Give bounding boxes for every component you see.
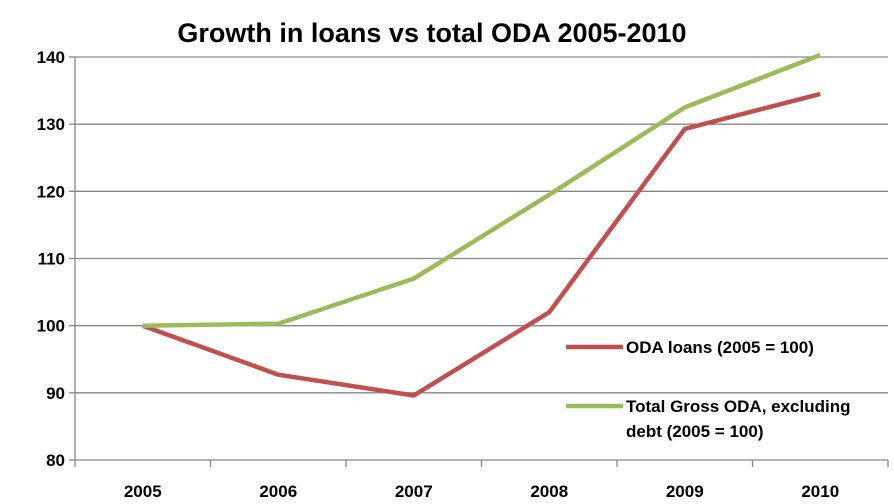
y-tick-label-110: 110 <box>38 250 65 269</box>
series-lines <box>142 52 822 398</box>
y-axis-ticks: 80 90 100 110 120 130 140 <box>37 48 75 470</box>
legend: ODA loans (2005 = 100) Total Gross ODA, e… <box>566 338 851 441</box>
y-tick-label-140: 140 <box>37 48 65 67</box>
x-axis-ticks: 2005 2006 2007 2008 2009 2010 <box>74 460 889 501</box>
y-tick-label-90: 90 <box>46 384 65 403</box>
series-line-1 <box>142 52 822 328</box>
series-line-0 <box>142 91 821 398</box>
y-tick-label-100: 100 <box>37 317 65 336</box>
legend-label-0: ODA loans (2005 = 100) <box>626 338 814 357</box>
chart-title: Growth in loans vs total ODA 2005-2010 <box>177 18 686 48</box>
legend-label-1-line-1: debt (2005 = 100) <box>626 422 764 441</box>
x-tick-label-2005: 2005 <box>124 482 162 501</box>
legend-label-1-line-0: Total Gross ODA, excluding <box>626 397 851 416</box>
x-tick-label-2009: 2009 <box>666 482 704 501</box>
y-tick-label-120: 120 <box>37 182 65 201</box>
legend-label-1: Total Gross ODA, excluding debt (2005 = 1… <box>626 397 851 441</box>
y-tick-label-80: 80 <box>46 451 65 470</box>
x-tick-label-2008: 2008 <box>530 482 568 501</box>
x-tick-label-2010: 2010 <box>801 482 839 501</box>
x-tick-label-2007: 2007 <box>395 482 433 501</box>
x-tick-label-2006: 2006 <box>259 482 297 501</box>
legend-label-0-line-0: ODA loans (2005 = 100) <box>626 338 814 357</box>
y-tick-label-130: 130 <box>37 115 65 134</box>
